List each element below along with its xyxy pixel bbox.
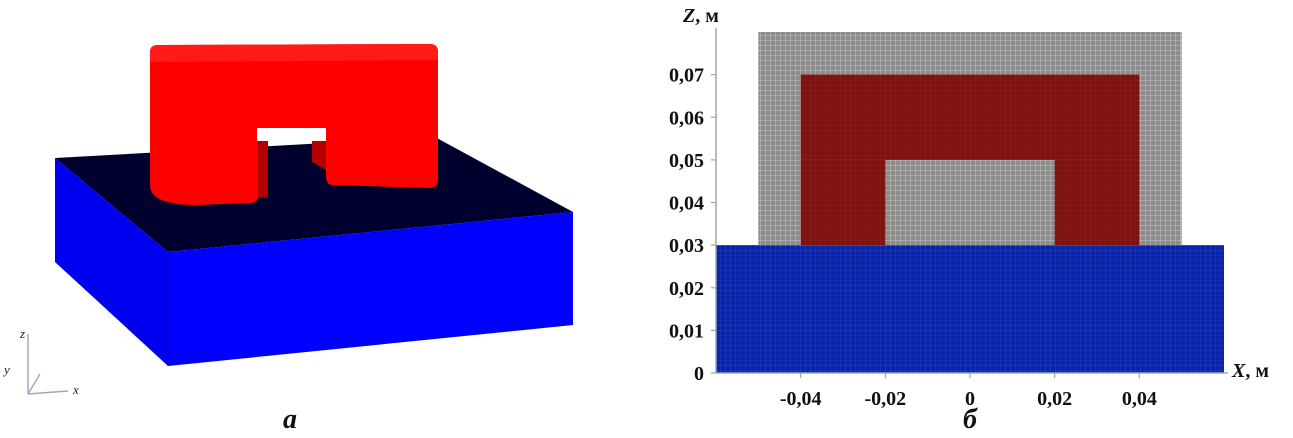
model-3d-view: z y x а [2, 44, 573, 435]
x-axis-sep: , [1245, 360, 1255, 382]
yoke-window [257, 128, 326, 141]
caption-a: а [283, 404, 297, 435]
chart-axes [715, 28, 1228, 374]
section-2d-chart: 0 0,01 0,02 0,03 0,04 0,05 0,06 0,07 -0,04 -0,02 0… [669, 5, 1269, 435]
triad-y-label: y [2, 362, 10, 377]
chart-regions [716, 32, 1224, 373]
caption-b: б [963, 404, 978, 435]
z-tick-label: 0,01 [669, 320, 704, 342]
x-axis-title: X, м [1231, 360, 1269, 382]
triad-x-axis [27, 390, 69, 395]
z-axis-var: Z [682, 5, 695, 27]
x-axis-var: X [1231, 360, 1246, 382]
x-tick-label: -0,02 [864, 388, 906, 410]
x-tick-label: 0,02 [1037, 388, 1072, 410]
chart-ticks: 0 0,01 0,02 0,03 0,04 0,05 0,06 0,07 -0,04 -0,02 0… [669, 65, 1157, 410]
base-box-front [168, 212, 573, 366]
x-tick-label: 0 [965, 388, 975, 410]
yoke-inner-left-wall [255, 128, 268, 198]
z-tick-label: 0 [694, 363, 704, 385]
z-axis-title: Z, м [682, 5, 719, 27]
x-axis-unit: м [1255, 360, 1269, 382]
region-core-right-leg [1054, 159, 1140, 246]
z-tick-label: 0,02 [669, 278, 704, 300]
region-core-left-leg [800, 159, 886, 246]
yoke-front [150, 44, 438, 205]
region-base-plate [716, 245, 1224, 373]
triad-y-axis [27, 373, 41, 395]
z-axis-unit: м [705, 5, 719, 27]
z-tick-label: 0,04 [669, 193, 704, 215]
z-tick-label: 0,06 [669, 107, 704, 129]
triad-z-label: z [19, 326, 25, 341]
z-tick-label: 0,07 [669, 65, 704, 87]
triad-x-label: x [72, 382, 79, 397]
x-tick-label: 0,04 [1122, 388, 1157, 410]
region-core-top [800, 74, 1140, 160]
z-tick-label: 0,03 [669, 235, 704, 257]
base-box-left [55, 158, 168, 366]
yoke-top-edge [150, 44, 438, 62]
z-tick-label: 0,05 [669, 150, 704, 172]
axes-triad: z y x [2, 326, 79, 397]
z-axis-sep: , [695, 5, 705, 27]
x-tick-label: -0,04 [780, 388, 822, 410]
